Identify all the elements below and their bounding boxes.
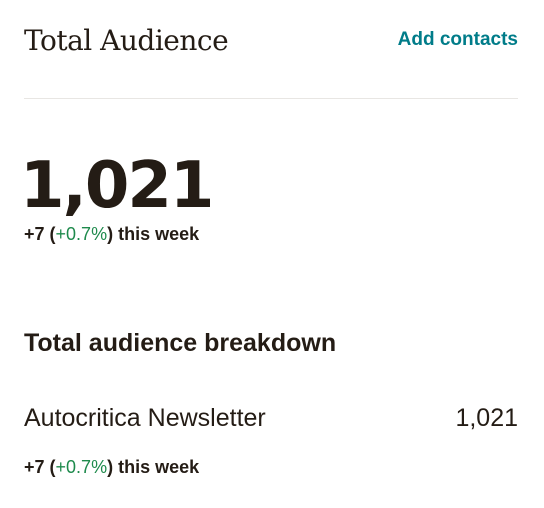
audience-change-percent: +0.7% — [55, 457, 108, 477]
page-title: Total Audience — [24, 23, 229, 57]
card-header: Total Audience Add contacts — [24, 18, 518, 62]
breakdown-title: Total audience breakdown — [24, 329, 337, 357]
audience-weekly-change: +7 (+0.7%) this week — [24, 457, 199, 478]
audience-count: 1,021 — [455, 404, 518, 432]
audience-change-suffix: ) this week — [107, 457, 200, 477]
header-divider — [24, 98, 518, 99]
breakdown-row: Autocritica Newsletter 1,021 — [24, 404, 518, 433]
audience-name: Autocritica Newsletter — [24, 404, 266, 432]
weekly-change: +7 (+0.7%) this week — [24, 224, 199, 245]
add-contacts-link[interactable]: Add contacts — [397, 29, 518, 50]
audience-change-prefix: +7 ( — [24, 457, 56, 477]
weekly-change-prefix: +7 ( — [24, 224, 56, 244]
weekly-change-percent: +0.7% — [55, 224, 108, 244]
weekly-change-suffix: ) this week — [107, 224, 200, 244]
total-audience-count: 1,021 — [20, 149, 214, 223]
